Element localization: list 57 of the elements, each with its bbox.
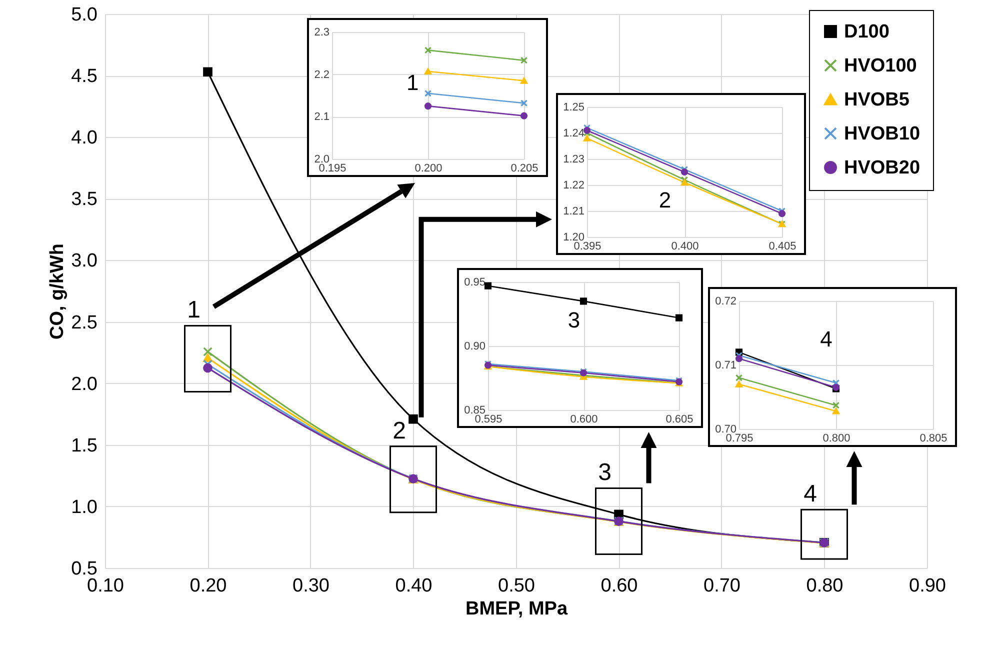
y-tick-label: 0.95 xyxy=(464,276,486,288)
y-tick-label: 1.0 xyxy=(71,496,98,518)
x-tick-label: 0.50 xyxy=(498,576,535,596)
x-tick-label: 0.80 xyxy=(806,576,844,596)
x-tick-label: 0.395 xyxy=(574,240,602,252)
annotation: 4 xyxy=(804,480,817,508)
y-tick-label: 0.71 xyxy=(715,360,736,372)
x-tick-label: 0.805 xyxy=(920,432,948,444)
x-tick-label: 0.795 xyxy=(726,432,754,444)
y-tick-label: 1.20 xyxy=(563,232,584,244)
y-tick-label: 5.0 xyxy=(71,4,98,26)
x-tick-label: 0.60 xyxy=(600,576,638,596)
annotation: 2 xyxy=(392,417,406,444)
annotation: 3 xyxy=(568,307,580,332)
y-tick-label: 2.1 xyxy=(314,111,330,124)
y-tick-label: 1.23 xyxy=(563,154,584,166)
annotation: 3 xyxy=(598,459,612,486)
y-tick-label: 1.5 xyxy=(71,435,98,456)
y-tick-label: 2.2 xyxy=(314,68,330,81)
x-tick-label: 0.20 xyxy=(190,576,227,596)
legend-label: HVOB5 xyxy=(844,90,910,110)
x-tick-label: 0.400 xyxy=(671,240,699,252)
x-tick-label: 0.30 xyxy=(292,576,330,596)
legend-label: HVOB20 xyxy=(844,158,920,178)
y-axis-title: CO, g/kWh xyxy=(47,243,68,340)
annotation: 4 xyxy=(820,326,832,352)
y-tick-label: 2.0 xyxy=(314,154,330,166)
x-tick-label: 0.405 xyxy=(768,240,796,252)
x-tick-label: 0.800 xyxy=(822,432,850,444)
annotation: 1 xyxy=(406,70,419,95)
legend-label: HVO100 xyxy=(844,56,917,76)
x-tick-label: 0.40 xyxy=(395,576,432,596)
y-tick-label: 2.0 xyxy=(71,374,98,395)
y-tick-label: 3.5 xyxy=(71,189,98,210)
annotation: 1 xyxy=(187,296,200,324)
y-tick-label: 3.0 xyxy=(71,250,98,272)
legend-label: D100 xyxy=(844,22,890,42)
y-tick-label: 2.3 xyxy=(314,26,330,38)
y-tick-label: 4.5 xyxy=(71,66,98,88)
x-tick-label: 0.605 xyxy=(666,414,694,426)
x-tick-label: 0.90 xyxy=(909,576,946,596)
y-tick-label: 0.90 xyxy=(464,340,486,352)
x-tick-label: 0.195 xyxy=(318,162,346,174)
y-tick-label: 4.0 xyxy=(71,128,98,149)
y-tick-label: 1.21 xyxy=(563,206,584,218)
x-tick-label: 0.595 xyxy=(474,414,502,426)
x-axis-title: BMEP, MPa xyxy=(465,598,568,620)
x-tick-label: 0.200 xyxy=(414,162,442,174)
x-tick-label: 0.600 xyxy=(570,414,598,426)
annotation: 2 xyxy=(658,188,672,213)
y-tick-label: 1.25 xyxy=(563,102,584,114)
x-tick-label: 0.205 xyxy=(510,162,538,174)
y-tick-label: 1.24 xyxy=(563,128,584,140)
y-tick-label: 1.22 xyxy=(563,180,584,192)
legend-label: HVOB10 xyxy=(844,124,920,144)
y-tick-label: 0.72 xyxy=(715,296,736,308)
y-tick-label: 2.5 xyxy=(71,312,98,334)
